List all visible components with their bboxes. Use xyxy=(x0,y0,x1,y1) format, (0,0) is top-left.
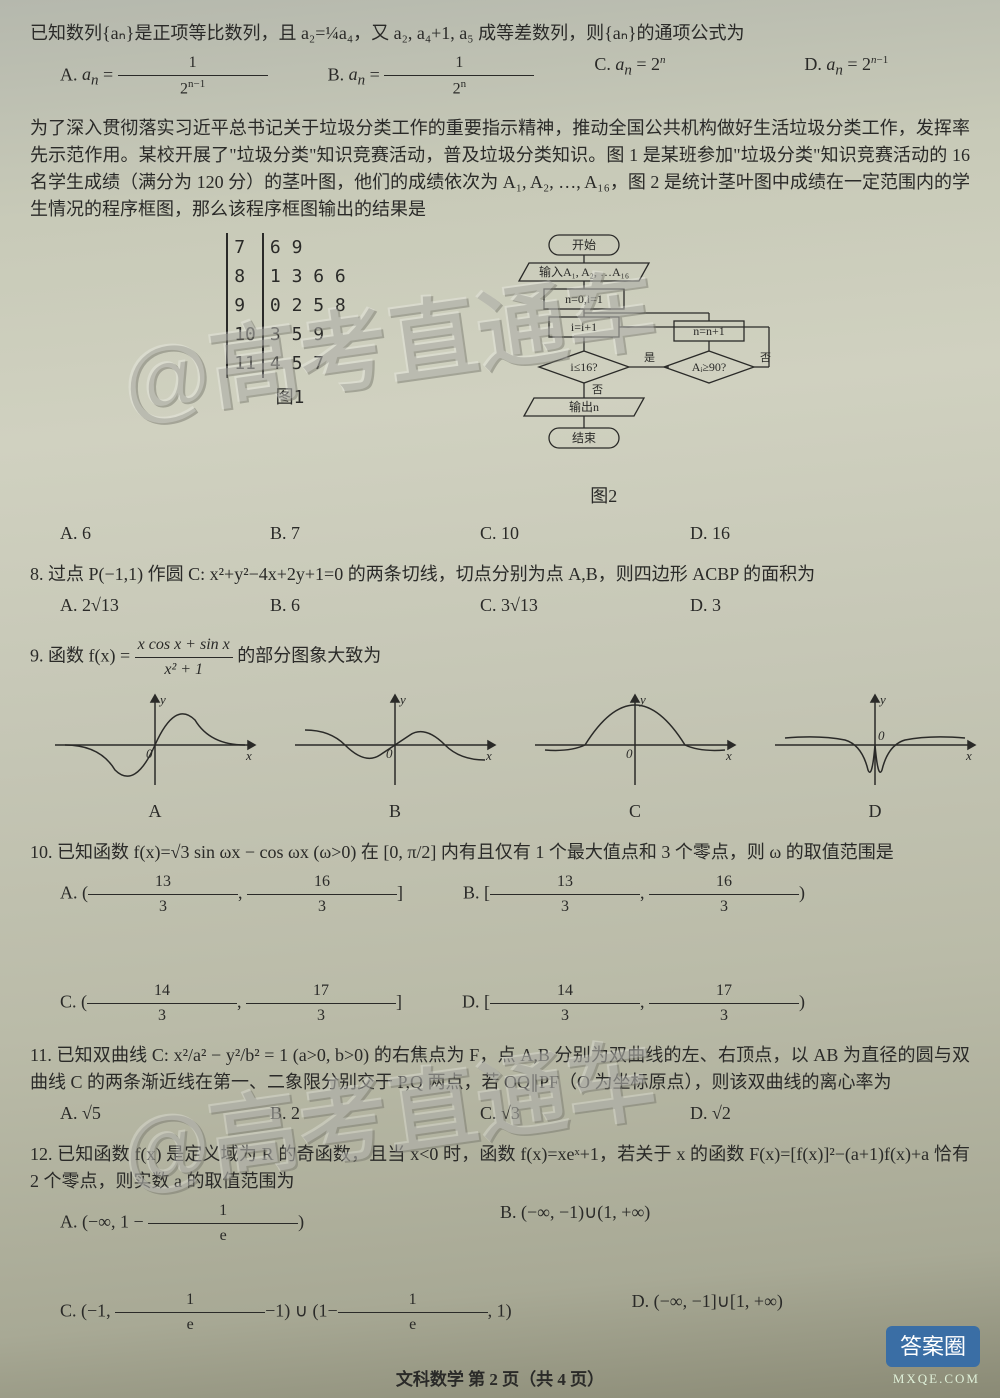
svg-text:i=i+1: i=i+1 xyxy=(571,320,597,334)
q9-label-b: B xyxy=(290,798,500,825)
q12-opt-c: C. (−1, 1e−1) ∪ (1−1e, 1) xyxy=(60,1288,512,1337)
q11-options: A. √5 B. 2 C. √3 D. √2 xyxy=(60,1100,970,1127)
q9-label-d: D xyxy=(770,798,980,825)
question-11: 11. 已知双曲线 C: x²/a² − y²/b² = 1 (a>0, b>0… xyxy=(30,1042,970,1127)
svg-text:y: y xyxy=(398,692,406,707)
q8-opt-b: B. 6 xyxy=(270,592,420,619)
question-12: 12. 已知函数 f(x) 是定义域为 R 的奇函数，且当 x<0 时，函数 f… xyxy=(30,1141,970,1337)
q12-options: A. (−∞, 1 − 1e) B. (−∞, −1)∪(1, +∞) C. (… xyxy=(60,1199,970,1337)
stem-2: 9 xyxy=(227,291,263,320)
q7-opt-b: B. 7 xyxy=(270,520,420,547)
q7-opt-c: C. 10 xyxy=(480,520,630,547)
badge-bottom: MXQE.COM xyxy=(893,1369,980,1389)
stem-leaf-plot: 76 9 81 3 6 6 90 2 5 8 103 5 9 114 5 7 图… xyxy=(226,233,354,510)
flowchart: 开始 输入A₁, A₂, …A₁₆ n=0,i=1 i=i+1 xyxy=(434,233,774,510)
svg-text:n=n+1: n=n+1 xyxy=(693,324,725,338)
q10-stem: 10. 已知函数 f(x)=√3 sin ωx − cos ωx (ω>0) 在… xyxy=(30,839,970,866)
q11-opt-c: C. √3 xyxy=(480,1100,630,1127)
leaf-4: 4 5 7 xyxy=(263,349,353,378)
svg-text:是: 是 xyxy=(644,351,655,364)
q7-stem: 为了深入贯彻落实习近平总书记关于垃圾分类工作的重要指示精神，推动全国公共机构做好… xyxy=(30,115,970,223)
svg-text:x: x xyxy=(725,748,732,763)
q6-opt-a: A. an = 12n−1 xyxy=(60,51,268,101)
question-7: 为了深入贯彻落实习近平总书记关于垃圾分类工作的重要指示精神，推动全国公共机构做好… xyxy=(30,115,970,547)
q10-options: A. (133, 163] B. [133, 163) C. (143, 173… xyxy=(60,870,970,1028)
q12-opt-b: B. (−∞, −1)∪(1, +∞) xyxy=(500,1199,820,1248)
q9-graph-b: 0 y x B xyxy=(290,690,500,825)
q10-opt-b: B. [133, 163) xyxy=(463,870,805,919)
svg-text:Aᵢ≥90?: Aᵢ≥90? xyxy=(691,360,726,374)
leaf-3: 3 5 9 xyxy=(263,320,353,349)
q11-opt-b: B. 2 xyxy=(270,1100,420,1127)
q9-label-a: A xyxy=(50,798,260,825)
stem-3: 10 xyxy=(227,320,263,349)
svg-text:结束: 结束 xyxy=(572,431,596,445)
q11-stem: 11. 已知双曲线 C: x²/a² − y²/b² = 1 (a>0, b>0… xyxy=(30,1042,970,1096)
svg-text:0: 0 xyxy=(146,746,153,761)
q7-opt-d: D. 16 xyxy=(690,520,840,547)
q8-opt-d: D. 3 xyxy=(690,592,840,619)
q6-options: A. an = 12n−1 B. an = 12n C. an = 2n D. … xyxy=(60,51,970,101)
q9-graph-d: 0 y x D xyxy=(770,690,980,825)
badge-top: 答案圈 xyxy=(886,1326,980,1367)
q11-opt-d: D. √2 xyxy=(690,1100,840,1127)
q6-opt-b: B. an = 12n xyxy=(328,51,535,101)
svg-text:n=0,i=1: n=0,i=1 xyxy=(565,292,603,306)
svg-text:否: 否 xyxy=(592,384,603,396)
q8-opt-c: C. 3√13 xyxy=(480,592,630,619)
svg-text:x: x xyxy=(485,748,492,763)
leaf-2: 0 2 5 8 xyxy=(263,291,353,320)
svg-text:y: y xyxy=(158,692,166,707)
svg-text:0: 0 xyxy=(878,728,885,743)
footer-badges: 答案圈 MXQE.COM xyxy=(886,1326,980,1389)
q12-opt-a: A. (−∞, 1 − 1e) xyxy=(60,1199,380,1248)
q9-graph-c: 0 y x C xyxy=(530,690,740,825)
question-8: 8. 过点 P(−1,1) 作圆 C: x²+y²−4x+2y+1=0 的两条切… xyxy=(30,561,970,619)
svg-text:x: x xyxy=(245,748,252,763)
svg-text:输出n: 输出n xyxy=(569,399,599,414)
question-9: 9. 函数 f(x) = x cos x + sin x x² + 1 的部分图… xyxy=(30,633,970,825)
svg-text:输入A₁, A₂, …A₁₆: 输入A₁, A₂, …A₁₆ xyxy=(539,264,629,279)
q12-stem: 12. 已知函数 f(x) 是定义域为 R 的奇函数，且当 x<0 时，函数 f… xyxy=(30,1141,970,1195)
q9-label-c: C xyxy=(530,798,740,825)
question-6: 已知数列{aₙ}是正项等比数列，且 a₂=¼a₄，又 a₂, a₄+1, a₅ … xyxy=(30,20,970,101)
q9-stem: 9. 函数 f(x) = x cos x + sin x x² + 1 的部分图… xyxy=(30,633,970,682)
q8-options: A. 2√13 B. 6 C. 3√13 D. 3 xyxy=(60,592,970,619)
stem-0: 7 xyxy=(227,233,263,262)
svg-text:x: x xyxy=(965,748,972,763)
q6-stem: 已知数列{aₙ}是正项等比数列，且 a₂=¼a₄，又 a₂, a₄+1, a₅ … xyxy=(30,20,970,47)
q9-graphs: 0 y x A 0 y x B 0 y xyxy=(50,690,970,825)
svg-text:y: y xyxy=(878,692,886,707)
q10-opt-a: A. (133, 163] xyxy=(60,870,403,919)
q8-stem: 8. 过点 P(−1,1) 作圆 C: x²+y²−4x+2y+1=0 的两条切… xyxy=(30,561,970,588)
q6-opt-c: C. an = 2n xyxy=(594,51,744,101)
svg-text:0: 0 xyxy=(626,746,633,761)
q7-opt-a: A. 6 xyxy=(60,520,210,547)
q10-opt-c: C. (143, 173] xyxy=(60,979,402,1028)
fig2-caption: 图2 xyxy=(434,483,774,510)
leaf-1: 1 3 6 6 xyxy=(263,262,353,291)
stem-4: 11 xyxy=(227,349,263,378)
svg-text:i≤16?: i≤16? xyxy=(570,360,597,374)
q10-opt-d: D. [143, 173) xyxy=(462,979,805,1028)
fig1-caption: 图1 xyxy=(226,384,354,411)
q11-opt-a: A. √5 xyxy=(60,1100,210,1127)
question-10: 10. 已知函数 f(x)=√3 sin ωx − cos ωx (ω>0) 在… xyxy=(30,839,970,1028)
q7-options: A. 6 B. 7 C. 10 D. 16 xyxy=(60,520,970,547)
q9-graph-a: 0 y x A xyxy=(50,690,260,825)
page-footer: 文科数学 第 2 页（共 4 页） xyxy=(30,1367,970,1393)
stem-1: 8 xyxy=(227,262,263,291)
leaf-0: 6 9 xyxy=(263,233,353,262)
svg-text:开始: 开始 xyxy=(572,238,596,252)
q8-opt-a: A. 2√13 xyxy=(60,592,210,619)
q6-opt-d: D. an = 2n−1 xyxy=(804,51,954,101)
